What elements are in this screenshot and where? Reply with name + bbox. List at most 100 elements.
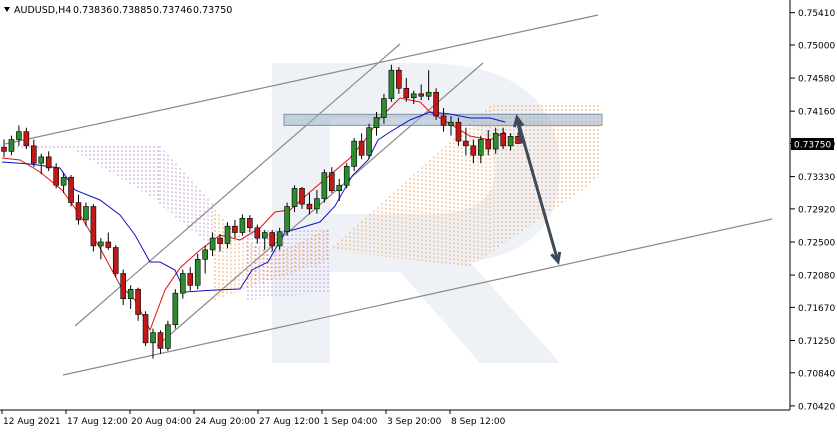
candle <box>60 172 67 194</box>
time-tick-label: 17 Aug 12:00 <box>67 417 128 427</box>
candle <box>470 139 477 164</box>
candle <box>381 93 387 124</box>
candle <box>418 84 425 101</box>
candle <box>448 115 454 136</box>
channel-line <box>74 43 401 327</box>
candle <box>1 139 7 157</box>
candle <box>172 289 179 329</box>
candle <box>45 151 52 172</box>
candle <box>150 328 156 359</box>
candle <box>314 189 320 214</box>
candle <box>276 227 283 250</box>
candle <box>83 202 89 227</box>
candle <box>232 219 238 239</box>
time-tick-label: 12 Aug 2021 <box>3 417 61 427</box>
time-tick-label: 24 Aug 20:00 <box>195 417 256 427</box>
low-value: 0.73746 <box>153 5 192 16</box>
candle <box>343 163 350 189</box>
candle <box>433 88 439 120</box>
price-tick-label: 0.73330 <box>798 173 835 183</box>
candle <box>336 178 343 201</box>
price-tick-label: 0.75410 <box>798 9 835 19</box>
time-tick-label: 1 Sep 04:00 <box>323 417 378 427</box>
candle <box>261 230 268 250</box>
price-tick-label: 0.72920 <box>798 205 835 215</box>
price-tick-label: 0.72500 <box>798 238 835 248</box>
candle <box>75 194 82 225</box>
candle <box>165 320 171 351</box>
candle <box>38 153 45 175</box>
high-value: 0.73885 <box>113 5 152 16</box>
candle <box>194 253 201 290</box>
candle <box>98 238 104 260</box>
candle <box>112 245 119 278</box>
candle <box>16 125 22 146</box>
candle <box>366 123 372 160</box>
symbol-label: AUDUSD,H4 <box>14 5 71 16</box>
close-value: 0.73750 <box>193 5 232 16</box>
price-tick-label: 0.70420 <box>798 402 835 412</box>
candle <box>410 90 417 105</box>
candles <box>1 64 521 359</box>
candle <box>209 232 216 257</box>
price-tick-label: 0.72080 <box>798 272 835 282</box>
ichimoku-cloud <box>1 105 599 300</box>
candle <box>373 111 380 136</box>
candle <box>477 135 484 164</box>
candle <box>202 245 208 274</box>
channel-line <box>62 218 773 376</box>
candle <box>8 135 15 156</box>
price-tick-label: 0.71670 <box>798 304 835 314</box>
current-price-value: 0.73750 <box>794 141 831 151</box>
candle <box>485 130 492 156</box>
candle <box>463 127 469 156</box>
price-tick-label: 0.71250 <box>798 337 835 347</box>
candle <box>492 127 499 154</box>
chart-header: AUDUSD,H4 0.73836 0.73885 0.73746 0.7375… <box>4 5 232 16</box>
candle <box>291 185 298 213</box>
candle <box>68 174 74 207</box>
candle <box>299 186 305 209</box>
arrowhead-icon <box>550 251 562 265</box>
time-axis: 12 Aug 2021 17 Aug 12:00 20 Aug 04:00 24 Au… <box>1 410 506 427</box>
dropdown-triangle-icon[interactable] <box>4 7 10 12</box>
open-value: 0.73836 <box>73 5 112 16</box>
candle <box>321 169 328 203</box>
candle <box>127 285 134 309</box>
candle <box>224 222 231 249</box>
time-tick-label: 27 Aug 12:00 <box>259 417 320 427</box>
candle <box>105 232 112 250</box>
candle <box>284 202 290 236</box>
candle <box>254 224 261 244</box>
channel-line <box>4 14 599 145</box>
candle <box>247 215 253 233</box>
time-tick-label: 8 Sep 12:00 <box>451 417 506 427</box>
candle <box>217 234 223 252</box>
arrow-line <box>515 117 560 263</box>
candle <box>403 78 410 102</box>
candle <box>396 67 402 94</box>
candle <box>180 269 186 299</box>
time-tick-label: 3 Sep 20:00 <box>387 417 442 427</box>
current-price-label: 0.73750 <box>791 138 834 151</box>
candle <box>239 214 246 236</box>
kijun-line <box>1 111 506 293</box>
candle <box>23 127 30 149</box>
candle <box>157 330 164 354</box>
candle <box>507 133 514 151</box>
candle <box>187 267 194 291</box>
time-tick-label: 20 Aug 04:00 <box>131 417 192 427</box>
candle <box>425 70 432 101</box>
candle <box>30 139 37 168</box>
candle <box>90 204 97 252</box>
candle <box>351 137 357 172</box>
price-tick-label: 0.74580 <box>798 75 835 85</box>
candle <box>455 117 462 146</box>
price-tick-label: 0.70840 <box>798 369 835 379</box>
candle <box>358 133 365 160</box>
price-tick-label: 0.75000 <box>798 41 835 51</box>
candle <box>328 167 335 194</box>
candle <box>120 269 126 306</box>
